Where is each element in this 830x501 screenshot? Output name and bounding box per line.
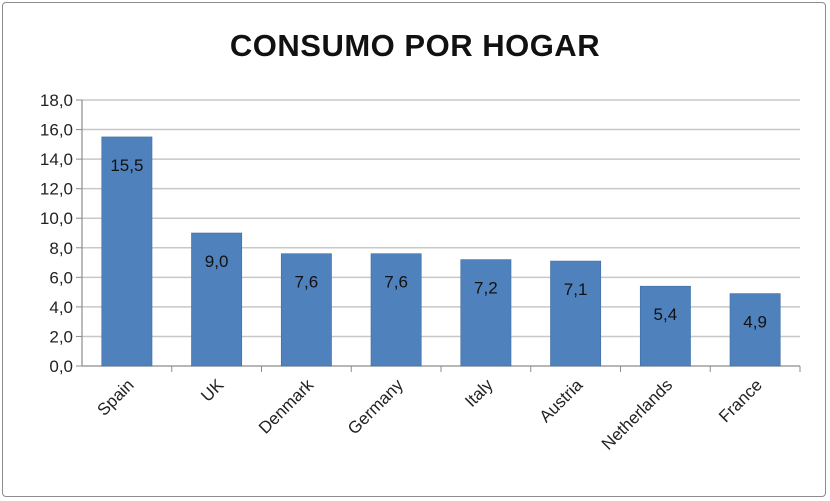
y-tick-label: 10,0: [40, 209, 73, 228]
x-tick-label: Denmark: [255, 375, 318, 438]
chart-title: CONSUMO POR HOGAR: [229, 28, 601, 63]
bars: [101, 136, 781, 367]
data-labels: 15,5 9,0 7,6 7,6 7,2 7,1 5,4 4,9: [110, 156, 767, 332]
bar-germany: [370, 253, 422, 367]
axes: [81, 100, 801, 372]
bar-netherlands: [639, 285, 691, 367]
data-label: 9,0: [205, 252, 229, 271]
y-tick-label: 8,0: [49, 239, 73, 258]
y-tick-label: 4,0: [49, 298, 73, 317]
y-tick-label: 0,0: [49, 357, 73, 376]
data-label: 5,4: [654, 305, 678, 324]
data-label: 7,6: [384, 273, 408, 292]
y-tick-label: 12,0: [40, 180, 73, 199]
x-tick-label: Austria: [536, 375, 587, 426]
data-label: 7,2: [474, 279, 498, 298]
bar-denmark: [280, 253, 332, 367]
data-label: 7,1: [564, 280, 588, 299]
gridlines: [76, 99, 800, 367]
x-tick-labels: Spain UK Denmark Germany Italy Austria Netherl…: [94, 375, 766, 454]
bar-austria: [550, 260, 602, 367]
y-tick-labels: 0,0 2,0 4,0 6,0 8,0 10,0 12,0 14,0 16,0 18,0: [40, 91, 73, 376]
y-tick-label: 18,0: [40, 91, 73, 110]
data-label: 15,5: [110, 156, 143, 175]
x-tick-label: Italy: [461, 375, 497, 411]
x-tick-label: France: [715, 375, 766, 426]
y-tick-label: 2,0: [49, 327, 73, 346]
bar-uk: [191, 232, 243, 367]
y-tick-label: 16,0: [40, 121, 73, 140]
bar-italy: [460, 259, 512, 367]
x-tick-label: Netherlands: [598, 375, 676, 453]
data-label: 7,6: [295, 273, 319, 292]
x-tick-label: UK: [197, 375, 228, 406]
x-tick-label: Spain: [94, 375, 138, 419]
data-label: 4,9: [743, 313, 767, 332]
x-tick-label: Germany: [344, 375, 407, 438]
bar-spain: [101, 136, 153, 367]
bar-france: [729, 293, 781, 367]
y-tick-label: 6,0: [49, 268, 73, 287]
y-tick-label: 14,0: [40, 150, 73, 169]
